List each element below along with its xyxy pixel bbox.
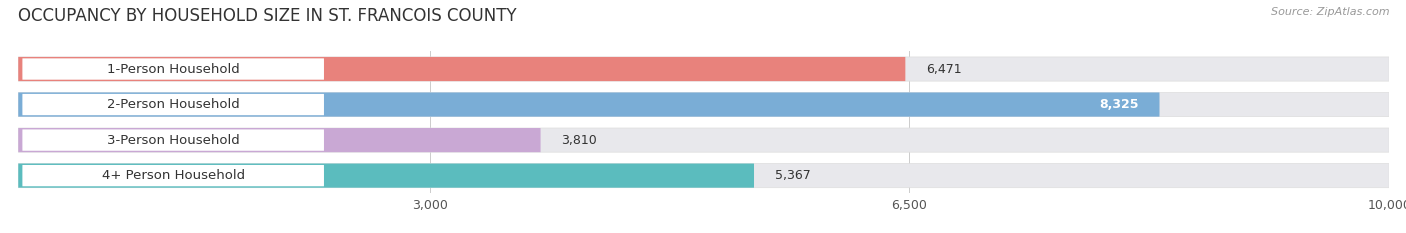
Text: 3-Person Household: 3-Person Household — [107, 134, 239, 147]
FancyBboxPatch shape — [18, 57, 1389, 81]
Text: 2-Person Household: 2-Person Household — [107, 98, 239, 111]
FancyBboxPatch shape — [22, 94, 323, 115]
FancyBboxPatch shape — [18, 93, 1389, 117]
Text: 8,325: 8,325 — [1099, 98, 1139, 111]
Text: Source: ZipAtlas.com: Source: ZipAtlas.com — [1271, 7, 1389, 17]
FancyBboxPatch shape — [18, 128, 1389, 152]
FancyBboxPatch shape — [18, 164, 754, 188]
Text: 3,810: 3,810 — [561, 134, 598, 147]
FancyBboxPatch shape — [18, 57, 905, 81]
FancyBboxPatch shape — [22, 165, 323, 186]
FancyBboxPatch shape — [18, 128, 540, 152]
FancyBboxPatch shape — [22, 58, 323, 80]
FancyBboxPatch shape — [18, 93, 1160, 117]
Text: 4+ Person Household: 4+ Person Household — [101, 169, 245, 182]
FancyBboxPatch shape — [22, 130, 323, 151]
Text: OCCUPANCY BY HOUSEHOLD SIZE IN ST. FRANCOIS COUNTY: OCCUPANCY BY HOUSEHOLD SIZE IN ST. FRANC… — [18, 7, 517, 25]
Text: 6,471: 6,471 — [927, 62, 962, 75]
Text: 5,367: 5,367 — [775, 169, 810, 182]
FancyBboxPatch shape — [18, 164, 1389, 188]
Text: 1-Person Household: 1-Person Household — [107, 62, 239, 75]
